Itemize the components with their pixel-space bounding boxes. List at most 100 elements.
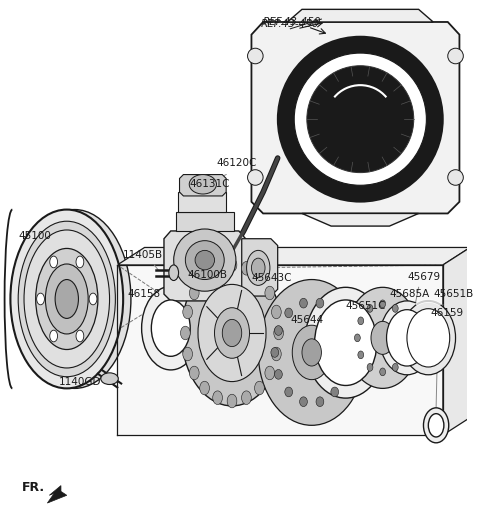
- Ellipse shape: [316, 298, 324, 308]
- Ellipse shape: [195, 250, 215, 270]
- Ellipse shape: [407, 309, 450, 367]
- Text: 46131C: 46131C: [189, 179, 230, 189]
- Ellipse shape: [248, 48, 263, 64]
- Ellipse shape: [275, 369, 282, 379]
- Text: REF.43-450: REF.43-450: [263, 17, 322, 27]
- Text: 45651C: 45651C: [346, 301, 386, 311]
- Polygon shape: [164, 231, 246, 301]
- Ellipse shape: [423, 408, 449, 443]
- Ellipse shape: [50, 330, 58, 342]
- Text: 46120C: 46120C: [216, 158, 257, 168]
- Ellipse shape: [271, 348, 279, 357]
- Ellipse shape: [302, 339, 322, 366]
- Polygon shape: [176, 211, 234, 231]
- Ellipse shape: [36, 293, 45, 305]
- Ellipse shape: [181, 260, 283, 406]
- Ellipse shape: [200, 271, 209, 285]
- Text: 45644: 45644: [290, 315, 324, 325]
- Ellipse shape: [18, 210, 131, 388]
- Text: REF.43-450: REF.43-450: [261, 19, 320, 29]
- Polygon shape: [178, 192, 226, 211]
- Text: 46158: 46158: [127, 289, 160, 299]
- Text: 45685A: 45685A: [389, 289, 430, 299]
- Ellipse shape: [392, 364, 398, 371]
- Ellipse shape: [142, 286, 200, 370]
- Ellipse shape: [248, 170, 263, 186]
- Ellipse shape: [254, 381, 264, 395]
- Text: 46159: 46159: [430, 308, 463, 318]
- Ellipse shape: [50, 256, 58, 268]
- Ellipse shape: [11, 210, 123, 388]
- Ellipse shape: [190, 366, 199, 380]
- Ellipse shape: [200, 381, 209, 395]
- Ellipse shape: [392, 305, 398, 313]
- Ellipse shape: [24, 230, 109, 368]
- Ellipse shape: [367, 364, 373, 371]
- Ellipse shape: [36, 248, 98, 349]
- Ellipse shape: [292, 325, 331, 379]
- Ellipse shape: [180, 326, 190, 340]
- Ellipse shape: [358, 317, 364, 325]
- Polygon shape: [288, 9, 433, 22]
- Ellipse shape: [252, 258, 265, 278]
- Ellipse shape: [222, 319, 242, 347]
- Text: 45651B: 45651B: [433, 289, 473, 299]
- Ellipse shape: [345, 348, 352, 357]
- Polygon shape: [242, 239, 278, 296]
- Ellipse shape: [294, 53, 426, 186]
- Ellipse shape: [272, 305, 281, 319]
- Ellipse shape: [190, 286, 199, 300]
- Ellipse shape: [258, 279, 365, 425]
- Ellipse shape: [331, 308, 338, 318]
- Ellipse shape: [405, 334, 411, 341]
- Ellipse shape: [316, 397, 324, 406]
- Ellipse shape: [76, 330, 84, 342]
- Ellipse shape: [254, 271, 264, 285]
- Ellipse shape: [402, 351, 408, 359]
- Ellipse shape: [18, 221, 115, 377]
- Ellipse shape: [274, 326, 284, 340]
- Ellipse shape: [55, 279, 78, 318]
- Ellipse shape: [46, 264, 88, 334]
- Text: 45100: 45100: [18, 231, 51, 241]
- Ellipse shape: [448, 170, 463, 186]
- Text: 46100B: 46100B: [187, 270, 228, 280]
- Polygon shape: [252, 22, 459, 213]
- Ellipse shape: [402, 317, 408, 325]
- Ellipse shape: [174, 229, 236, 291]
- Polygon shape: [443, 248, 470, 435]
- Text: FR.: FR.: [22, 481, 45, 494]
- Ellipse shape: [275, 326, 282, 335]
- Ellipse shape: [241, 391, 252, 405]
- Ellipse shape: [213, 261, 222, 275]
- Ellipse shape: [265, 366, 275, 380]
- Ellipse shape: [300, 298, 307, 308]
- Ellipse shape: [185, 241, 224, 279]
- Ellipse shape: [314, 300, 377, 385]
- Ellipse shape: [341, 369, 349, 379]
- Text: 45679: 45679: [407, 271, 440, 281]
- Ellipse shape: [183, 347, 192, 361]
- Ellipse shape: [380, 300, 385, 308]
- Ellipse shape: [371, 321, 394, 354]
- Polygon shape: [302, 213, 419, 226]
- Text: 45643C: 45643C: [252, 274, 292, 284]
- Ellipse shape: [367, 305, 373, 313]
- Ellipse shape: [428, 414, 444, 437]
- Ellipse shape: [265, 286, 275, 300]
- Polygon shape: [180, 174, 226, 196]
- Ellipse shape: [272, 347, 281, 361]
- Text: 11405B: 11405B: [123, 250, 163, 260]
- Ellipse shape: [151, 300, 190, 356]
- Ellipse shape: [380, 368, 385, 376]
- Ellipse shape: [386, 310, 427, 366]
- Ellipse shape: [448, 48, 463, 64]
- Ellipse shape: [358, 351, 364, 359]
- Ellipse shape: [300, 397, 307, 406]
- Ellipse shape: [354, 334, 360, 341]
- Ellipse shape: [285, 308, 293, 318]
- Ellipse shape: [247, 250, 270, 285]
- Ellipse shape: [198, 285, 266, 382]
- Ellipse shape: [278, 36, 443, 202]
- Ellipse shape: [76, 256, 84, 268]
